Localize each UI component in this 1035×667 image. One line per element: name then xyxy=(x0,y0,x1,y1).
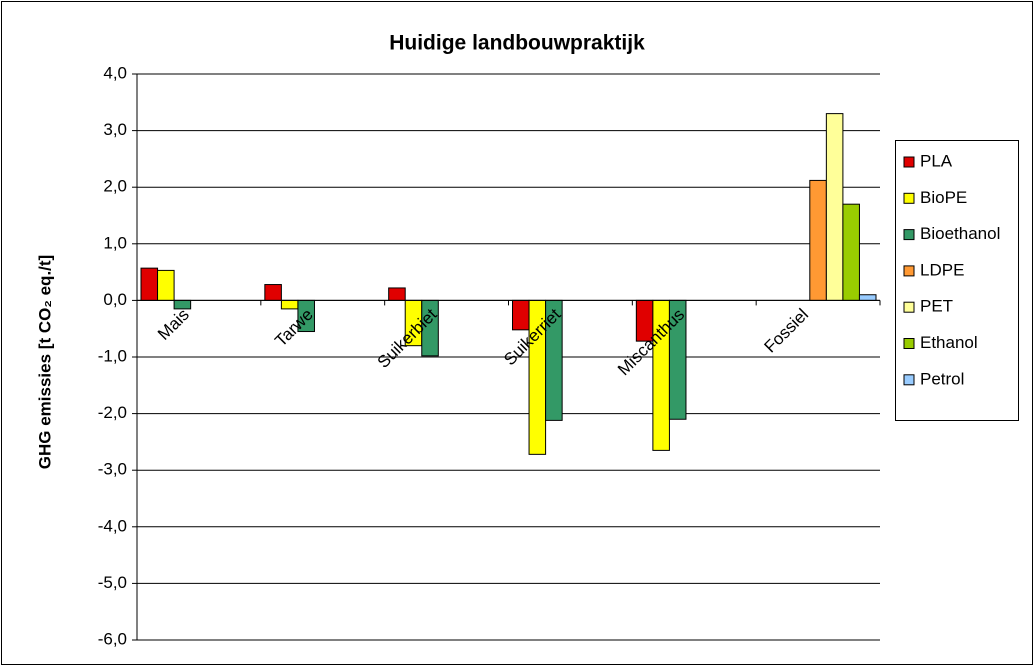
legend-label: BioPE xyxy=(920,188,967,207)
y-tick-label: -2,0 xyxy=(98,403,127,422)
y-tick-label: -3,0 xyxy=(98,460,127,479)
bar xyxy=(157,269,175,301)
bar xyxy=(512,299,530,331)
y-tick-label: 2,0 xyxy=(103,177,127,196)
legend-swatch xyxy=(903,192,915,204)
bar xyxy=(388,287,406,301)
legend-label: Bioethanol xyxy=(920,224,1000,243)
bar xyxy=(842,203,860,301)
y-tick-label: -4,0 xyxy=(98,516,127,535)
bar xyxy=(825,113,844,301)
y-axis-label: GHG emissies [t CO₂ eq./t] xyxy=(35,255,54,469)
bar xyxy=(140,267,159,301)
y-tick-label: -1,0 xyxy=(98,346,127,365)
bar xyxy=(858,294,877,301)
legend-box xyxy=(895,140,1019,421)
y-tick-label: 0,0 xyxy=(103,290,127,309)
legend-label: PLA xyxy=(920,151,953,170)
legend-label: Ethanol xyxy=(920,333,978,352)
legend-swatch xyxy=(903,374,915,386)
legend-swatch xyxy=(903,265,915,277)
y-tick-label: 1,0 xyxy=(103,233,127,252)
y-tick-label: 3,0 xyxy=(103,120,127,139)
legend-swatch xyxy=(903,229,915,241)
bar xyxy=(264,284,282,301)
bar xyxy=(809,179,827,301)
legend-swatch xyxy=(903,156,915,168)
legend-label: PET xyxy=(920,297,953,316)
legend-label: LDPE xyxy=(920,260,964,279)
chart-title: Huidige landbouwpraktijk xyxy=(389,32,645,55)
y-tick-label: -6,0 xyxy=(98,629,127,648)
legend-swatch xyxy=(903,338,915,349)
y-tick-label: 4,0 xyxy=(103,63,127,82)
legend-label: Petrol xyxy=(920,369,964,388)
legend-swatch xyxy=(903,301,915,313)
y-tick-label: -5,0 xyxy=(98,573,127,592)
bar xyxy=(280,299,299,310)
